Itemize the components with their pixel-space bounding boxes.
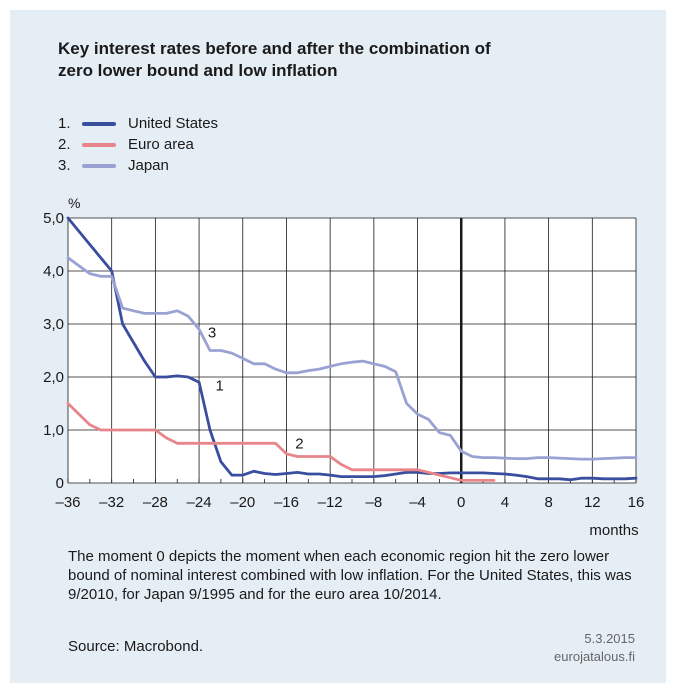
- series-line-japan: [66, 256, 638, 461]
- legend-item-japan: 3. Japan: [58, 155, 218, 176]
- legend-label: United States: [128, 115, 219, 132]
- legend-swatch-japan: [82, 163, 116, 168]
- legend-swatch-us: [82, 121, 116, 126]
- site-name: eurojatalous.fi: [554, 649, 635, 664]
- x-tick-label: –8: [366, 494, 383, 511]
- plot-area: [68, 218, 636, 483]
- legend-number: 2.: [58, 136, 71, 153]
- x-tick-label: 0: [457, 494, 465, 511]
- source-text: Source: Macrobond.: [68, 638, 204, 655]
- y-tick-label: 1,0: [43, 422, 64, 439]
- series-number-label: 1: [215, 377, 223, 394]
- x-tick-label: –16: [274, 494, 299, 511]
- series-line-euro: [66, 402, 496, 482]
- date-stamp: 5.3.2015 eurojatalous.fi: [554, 630, 635, 666]
- legend-number: 1.: [58, 115, 71, 132]
- y-tick-label: 3,0: [43, 316, 64, 333]
- x-tick-label: –24: [187, 494, 212, 511]
- x-tick-label: 4: [501, 494, 509, 511]
- series-number-label: 3: [208, 324, 216, 341]
- chart-title-line2: zero lower bound and low inflation: [58, 61, 338, 80]
- chart-title-line1: Key interest rates before and after the …: [58, 39, 491, 58]
- x-tick-label: –32: [99, 494, 124, 511]
- series-line-us: [66, 216, 638, 482]
- y-axis-label: %: [68, 195, 80, 211]
- legend: 1. United States 2. Euro area 3. Japan: [58, 113, 218, 176]
- series-number-label: 2: [295, 436, 303, 453]
- x-tick-label: 8: [544, 494, 552, 511]
- legend-label: Japan: [128, 157, 169, 174]
- x-axis-label: months: [589, 522, 638, 539]
- chart-title: Key interest rates before and after the …: [58, 38, 578, 82]
- legend-item-euro: 2. Euro area: [58, 134, 218, 155]
- y-tick-label: 0: [56, 475, 64, 492]
- x-tick-label: –28: [143, 494, 168, 511]
- x-tick-label: –36: [55, 494, 80, 511]
- chart-note: The moment 0 depicts the moment when eac…: [68, 548, 632, 603]
- x-tick-label: –20: [230, 494, 255, 511]
- legend-label: Euro area: [128, 136, 194, 153]
- x-tick-label: –4: [409, 494, 426, 511]
- y-tick-label: 2,0: [43, 369, 64, 386]
- legend-item-us: 1. United States: [58, 113, 218, 134]
- x-tick-label: –12: [318, 494, 343, 511]
- y-tick-label: 4,0: [43, 263, 64, 280]
- x-tick-label: 12: [584, 494, 601, 511]
- publication-date: 5.3.2015: [584, 631, 635, 646]
- y-tick-label: 5,0: [43, 210, 64, 227]
- legend-number: 3.: [58, 157, 71, 174]
- x-tick-label: 16: [628, 494, 645, 511]
- legend-swatch-euro: [82, 142, 116, 147]
